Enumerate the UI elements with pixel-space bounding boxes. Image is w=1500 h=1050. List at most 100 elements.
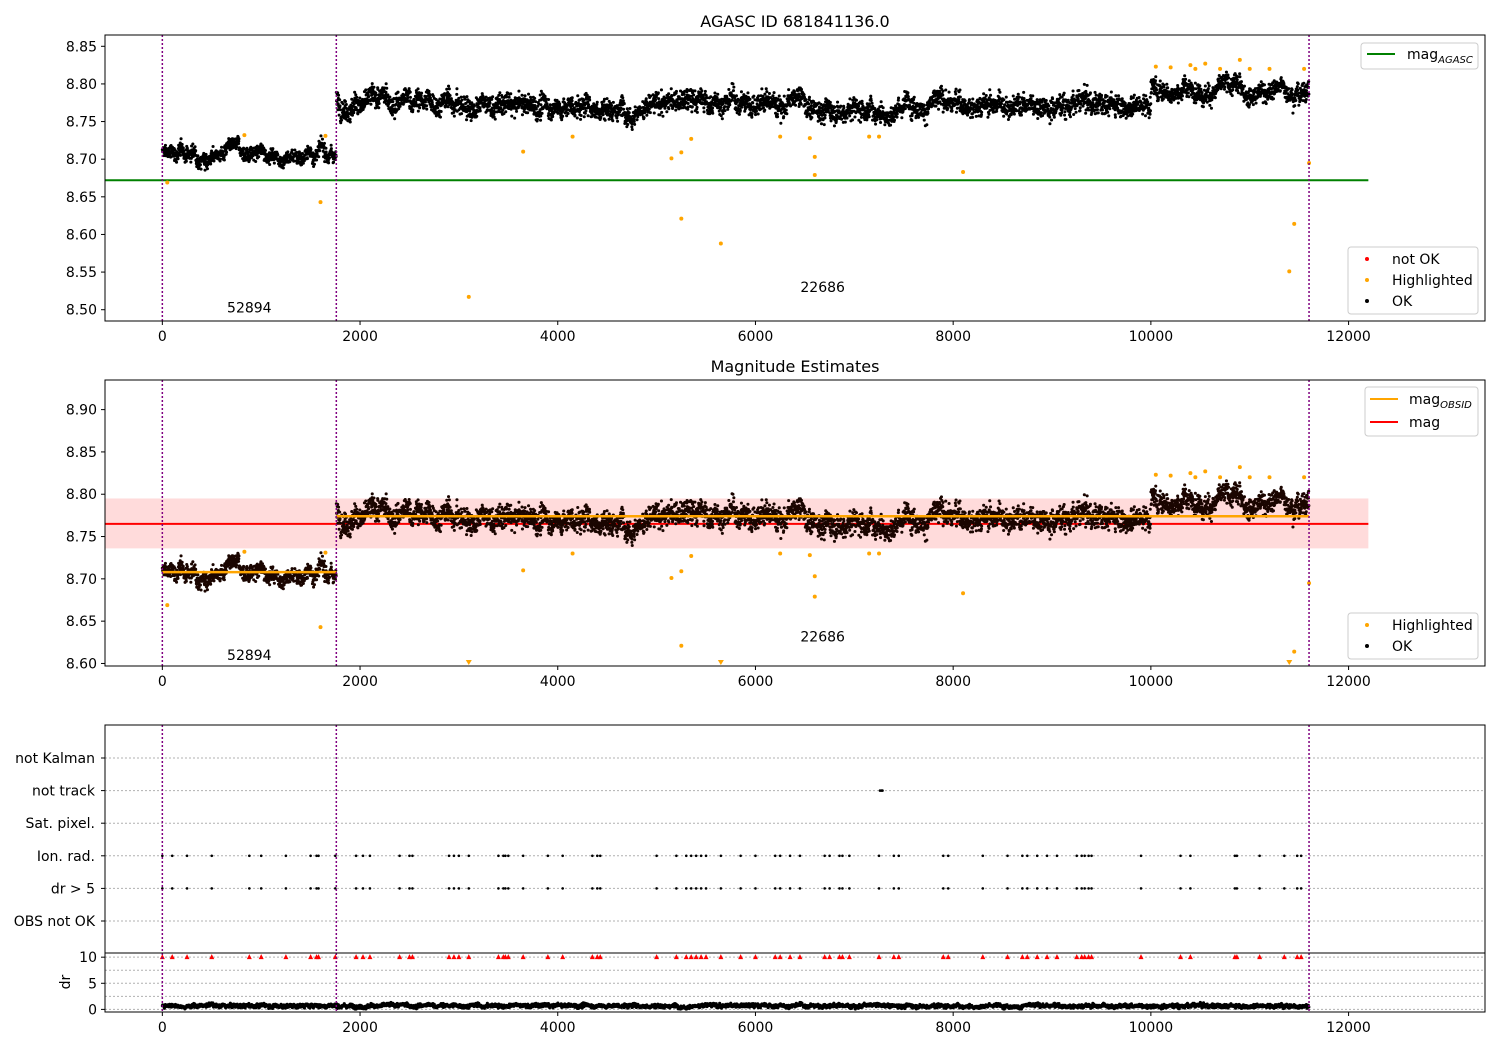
highlighted-point [1267,66,1272,71]
y-tick-label: 8.65 [66,614,97,630]
dr-clipped-marker [683,954,689,960]
flag-point [1299,887,1303,890]
flag-point [1035,854,1039,858]
x-tick-label: 2000 [342,674,378,690]
dr-clipped-marker [777,954,783,960]
dr-clipped-marker [456,954,462,960]
y-tick-label: 8.70 [66,152,97,168]
flag-point [719,854,723,858]
highlighted-point [521,568,526,573]
flag-point [368,887,372,890]
highlighted-point [1237,465,1242,470]
flag-point [591,854,594,858]
highlighted-point [1168,65,1173,70]
highlighted-point [1188,63,1193,68]
x-tick-label: 6000 [738,1020,774,1036]
dr-clipped-marker [246,954,252,960]
flag-point [897,854,901,858]
flag-point [408,887,411,890]
flag-point [798,854,802,858]
dr-clipped-marker [1178,954,1184,960]
flag-point [694,887,698,890]
highlighted-point [778,551,783,556]
flag-point [595,887,599,890]
dr-clipped-marker [654,954,660,960]
flag-point [719,887,723,890]
y-tick-label: 8.85 [66,445,97,461]
flag-category-label: OBS not OK [14,914,96,930]
x-tick-label: 4000 [540,329,576,345]
dr-clipped-marker [876,954,882,960]
flag-point [877,854,881,858]
flag-point [457,854,461,858]
flag-point [457,887,461,890]
flag-point [689,887,693,890]
axes-frame [104,379,1486,667]
y-tick-label: 8.50 [66,303,97,319]
flag-point [1090,887,1093,890]
dr-clipped-marker [397,954,403,960]
highlighted-point [1302,66,1307,71]
legend-marker [1365,299,1369,303]
flag-point [892,887,896,890]
flag-point [1179,854,1182,858]
flag-point [838,887,841,890]
flag-category-label: dr > 5 [51,881,95,897]
flag-point [941,854,945,858]
x-tick-label: 4000 [540,674,576,690]
flag-point [315,887,318,890]
legend-marker [1365,623,1369,627]
dr-clipped-marker [1257,954,1263,960]
flag-point [497,854,500,858]
flag-point [828,854,831,858]
flag-point [411,854,414,858]
flag-point [398,854,401,858]
dr-clipped-marker [703,954,709,960]
highlighted-point [165,180,170,185]
dr-clipped-marker [308,954,314,960]
flag-category-label: not track [32,784,96,800]
flag-point [841,854,844,858]
clipped-point-marker [717,660,724,665]
dr-clipped-marker [560,954,566,960]
flag-point [317,887,320,890]
flag-point [1026,887,1029,890]
dr-clipped-marker [367,954,373,960]
flag-point [354,854,358,858]
highlighted-point [1203,469,1208,474]
x-tick-label: 4000 [540,1020,576,1036]
flag-point [1139,887,1143,890]
flag-point [1087,854,1090,858]
flag-point [941,887,945,890]
flag-point [170,854,174,858]
flag-point [185,887,189,890]
flag-point [210,854,214,858]
flag-point [368,854,372,858]
flag-point [259,887,263,890]
flag-point [655,854,658,858]
flag-point [981,854,985,858]
dr-clipped-marker [283,954,289,960]
x-tick-label: 8000 [935,674,971,690]
flag-point [467,887,471,890]
legend-frame [1360,42,1479,70]
dr-clipped-marker [839,954,845,960]
flag-point [502,854,505,858]
agasc-highlighted-points [165,57,1312,299]
y-tick-label: 8.60 [66,227,97,243]
x-tick-label: 0 [158,1020,167,1036]
clipped-point-marker [465,660,472,665]
highlighted-point [1193,475,1198,480]
clipped-point-marker [1286,660,1293,665]
dr-clipped-marker [520,954,526,960]
dr-clipped-marker [772,954,778,960]
flag-point [1006,854,1009,858]
dr-clipped-marker [258,954,264,960]
highlighted-point [1193,66,1198,71]
flag-point [317,854,320,858]
y-tick-label: 8.55 [66,265,97,281]
flag-point [684,854,688,858]
x-tick-label: 12000 [1326,329,1371,345]
dr-clipped-marker [1044,954,1050,960]
